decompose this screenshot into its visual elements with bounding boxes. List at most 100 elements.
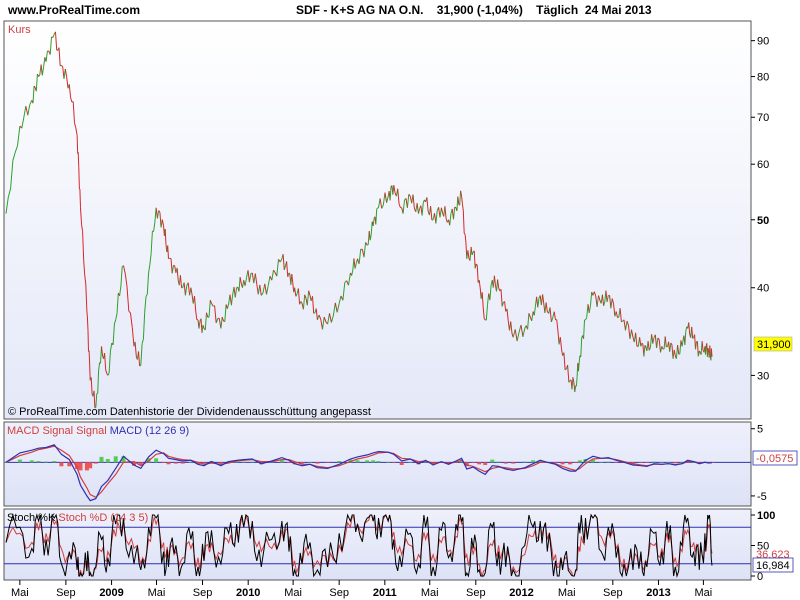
price-segment: [354, 263, 357, 269]
price-segment: [348, 272, 351, 286]
price-y-tick-label: 90: [757, 36, 769, 48]
macd-histogram-bar: [241, 461, 246, 463]
price-y-tick-label: 50: [757, 215, 769, 227]
price-segment: [130, 313, 133, 328]
price-segment: [273, 269, 276, 273]
price-footnote: © ProRealTime.com Datenhistorie der Divi…: [8, 406, 371, 418]
price-segment: [38, 74, 41, 77]
x-tick-label: Mai: [558, 587, 576, 599]
price-y-tick-label: 80: [757, 72, 769, 84]
price-segment: [306, 290, 310, 306]
price-segment: [286, 261, 289, 277]
price-segment: [358, 249, 362, 265]
axes: 90 80 70 60 50 40 30 5 -5 100 50 0 Mai Sep 2009 Mai Sep 2…: [11, 36, 775, 599]
price-segment: [586, 304, 589, 318]
macd-histogram-bar: [4, 462, 8, 463]
price-segment: [617, 316, 619, 319]
price-segment: [695, 341, 697, 350]
price-segment: [691, 326, 694, 339]
price-segment: [78, 167, 80, 190]
macd-histogram-bar: [522, 461, 527, 463]
price-segment: [464, 234, 467, 243]
macd-histogram-bar: [471, 462, 476, 463]
macd-histogram-bar: [121, 456, 126, 463]
macd-histogram-bar: [680, 462, 685, 463]
price-segment: [131, 327, 135, 347]
macd-histogram-bar: [300, 462, 305, 464]
price-segment: [644, 345, 647, 348]
price-segment: [365, 242, 368, 246]
macd-histogram-bar: [490, 459, 495, 463]
price-segment: [124, 273, 128, 287]
price-panel: [3, 20, 752, 420]
x-tick-label: 2010: [236, 587, 260, 599]
price-segment: [262, 283, 266, 293]
price-segment: [590, 292, 593, 306]
price-segment: [696, 341, 699, 357]
site-name[interactable]: www.ProRealTime.com: [7, 3, 140, 17]
price-segment: [606, 295, 609, 302]
price-segment: [372, 218, 375, 226]
price-segment: [41, 67, 45, 76]
price-segment: [77, 152, 80, 168]
price-segment: [23, 106, 27, 118]
x-tick-label: Sep: [329, 587, 349, 599]
price-segment: [500, 289, 503, 307]
price-segment: [626, 320, 629, 326]
price-segment: [79, 188, 81, 208]
stoch-y-tick-label: 50: [757, 541, 769, 553]
price-segment: [66, 76, 69, 89]
price-segment: [370, 221, 373, 235]
price-segment: [59, 64, 62, 67]
price-segment: [112, 323, 115, 345]
price-segment: [167, 245, 169, 259]
macd-histogram-bar: [59, 462, 64, 467]
price-segment: [214, 305, 217, 323]
price-segment: [244, 277, 248, 286]
price-segment: [95, 393, 98, 408]
price-segment: [398, 204, 401, 208]
price-segment: [202, 324, 205, 329]
price-segment: [402, 200, 405, 214]
macd-histogram-bar: [93, 462, 98, 464]
x-tick-label: Mai: [695, 587, 713, 599]
price-segment: [109, 343, 113, 352]
price-segment: [33, 85, 36, 88]
price-segment: [705, 345, 707, 355]
macd-histogram-bar: [138, 462, 143, 465]
price-segment: [628, 325, 631, 340]
price-segment: [510, 321, 513, 334]
macd-histogram-bar: [391, 462, 396, 463]
price-segment: [542, 294, 545, 304]
price-segment: [639, 337, 642, 347]
price-segment: [256, 284, 259, 295]
price-segment: [206, 312, 209, 318]
macd-histogram-bar: [496, 461, 501, 463]
price-segment: [113, 319, 117, 325]
price-segment: [376, 207, 379, 210]
price-segment: [194, 296, 197, 311]
price-segment: [435, 210, 438, 224]
price-segment: [661, 346, 664, 350]
price-segment: [475, 263, 478, 266]
price-segment: [497, 279, 500, 288]
price-segment: [45, 50, 48, 62]
price-segment: [140, 343, 143, 366]
price-segment: [294, 287, 297, 297]
price-segment: [139, 364, 142, 367]
macd-histogram-bar: [88, 462, 93, 469]
price-segment: [80, 207, 83, 226]
price-segment: [320, 319, 323, 330]
price-segment: [312, 296, 315, 314]
price-segment: [698, 350, 701, 353]
price-segment: [379, 198, 383, 209]
macd-last-value: -0,0575: [756, 453, 793, 465]
macd-histogram-bar: [202, 462, 206, 464]
price-segment: [621, 320, 623, 323]
macd-histogram-bar: [399, 462, 404, 465]
macd-histogram-bar: [78, 462, 83, 471]
price-panel-label: Kurs: [8, 24, 31, 36]
macd-histogram-bar: [606, 461, 611, 463]
price-segment: [478, 280, 481, 288]
